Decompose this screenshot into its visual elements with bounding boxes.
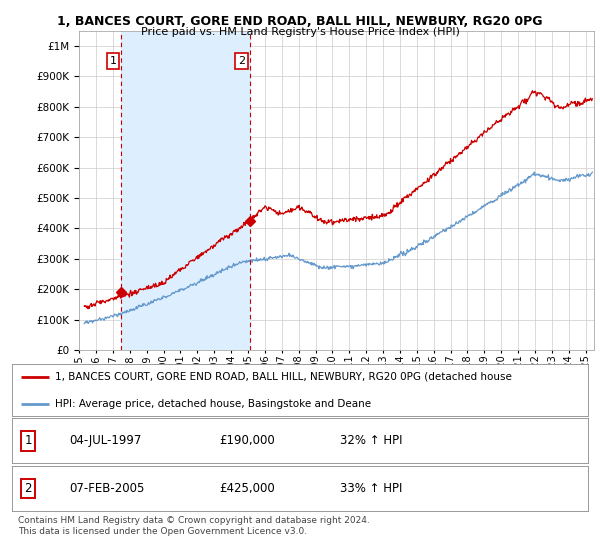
Text: 1: 1: [25, 434, 32, 447]
Text: 32% ↑ HPI: 32% ↑ HPI: [340, 434, 403, 447]
Text: 07-FEB-2005: 07-FEB-2005: [70, 482, 145, 495]
Bar: [121, 31, 250, 350]
Text: Price paid vs. HM Land Registry's House Price Index (HPI): Price paid vs. HM Land Registry's House …: [140, 27, 460, 37]
Text: 1, BANCES COURT, GORE END ROAD, BALL HILL, NEWBURY, RG20 0PG: 1, BANCES COURT, GORE END ROAD, BALL HIL…: [57, 15, 543, 27]
Text: 1: 1: [109, 56, 116, 66]
Text: Contains HM Land Registry data © Crown copyright and database right 2024.
This d: Contains HM Land Registry data © Crown c…: [18, 516, 370, 536]
Text: 04-JUL-1997: 04-JUL-1997: [70, 434, 142, 447]
Text: 2: 2: [238, 56, 245, 66]
Text: HPI: Average price, detached house, Basingstoke and Deane: HPI: Average price, detached house, Basi…: [55, 399, 371, 409]
Text: 1, BANCES COURT, GORE END ROAD, BALL HILL, NEWBURY, RG20 0PG (detached house: 1, BANCES COURT, GORE END ROAD, BALL HIL…: [55, 372, 512, 382]
Text: 33% ↑ HPI: 33% ↑ HPI: [340, 482, 403, 495]
Text: £425,000: £425,000: [220, 482, 275, 495]
Text: 2: 2: [25, 482, 32, 495]
Text: £190,000: £190,000: [220, 434, 275, 447]
